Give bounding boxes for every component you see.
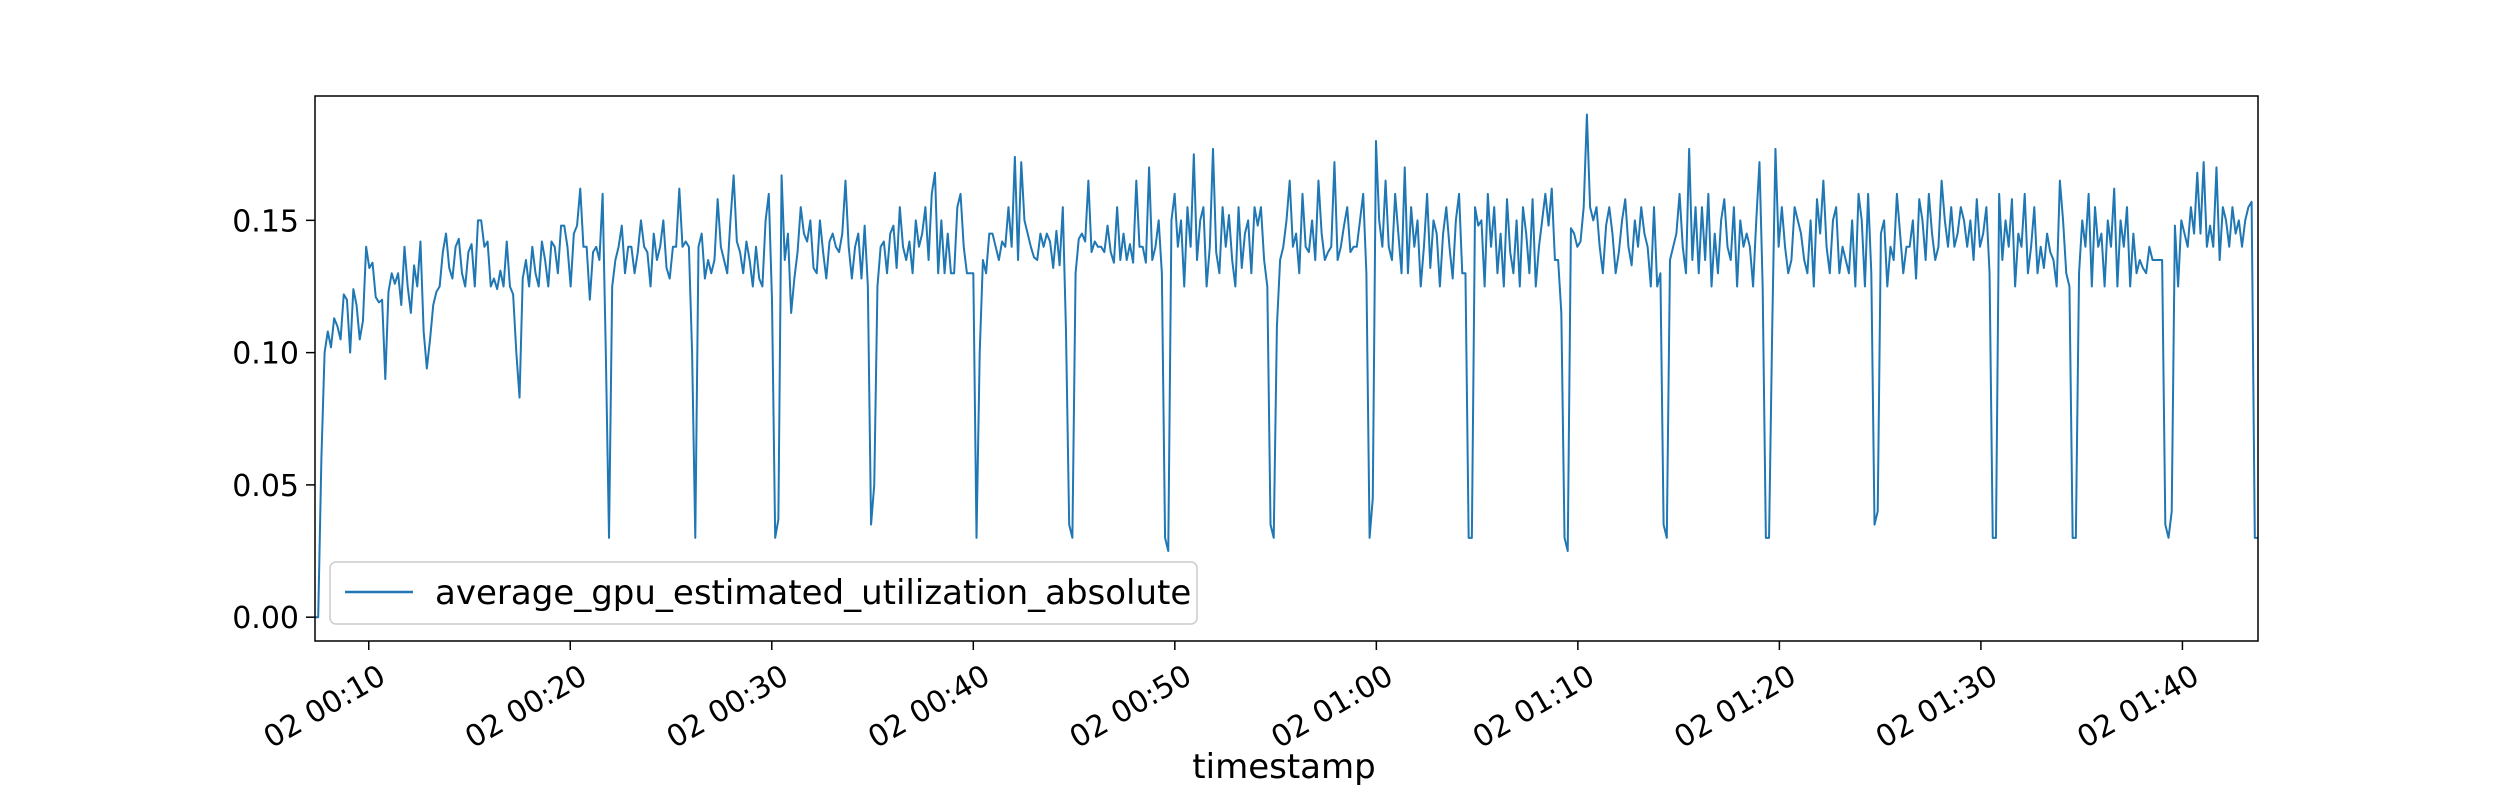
y-tick-label: 0.10 [232,337,299,372]
legend-box [329,561,1198,625]
series-line [315,113,2258,619]
legend-label: average_gpu_estimated_utilization_absolu… [435,573,1191,613]
y-tick-label: 0.15 [232,204,299,239]
plot-area [314,95,2259,642]
plot-frame [314,95,2259,642]
legend: average_gpu_estimated_utilization_absolu… [329,561,1198,625]
x-axis-label: timestamp [1192,747,1375,787]
y-tick-label: 0.00 [232,601,299,636]
y-tick-label: 0.05 [232,469,299,504]
y-axis: 0.00 0.05 0.10 0.15 [232,204,315,636]
